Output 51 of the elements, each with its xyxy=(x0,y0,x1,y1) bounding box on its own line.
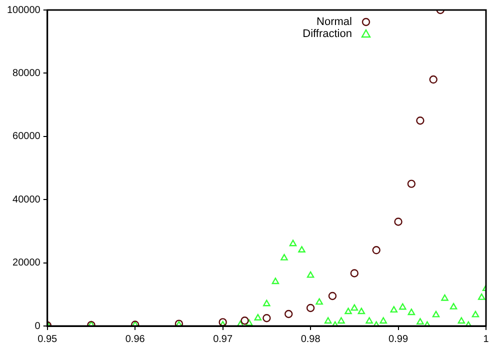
point xyxy=(262,314,271,322)
point xyxy=(441,294,448,301)
point xyxy=(284,310,293,318)
y-tick-label: 20000 xyxy=(12,258,41,269)
y-tick-label: 0 xyxy=(34,320,41,332)
legend-label: Normal xyxy=(316,16,352,28)
x-tick-label: 0.98 xyxy=(300,334,321,345)
point xyxy=(263,300,270,306)
point xyxy=(432,310,440,318)
point xyxy=(344,308,352,314)
point xyxy=(306,271,314,278)
point xyxy=(478,293,486,300)
point xyxy=(246,319,253,326)
point xyxy=(408,308,416,316)
point xyxy=(358,308,366,314)
point xyxy=(372,246,380,254)
point xyxy=(429,75,438,84)
point xyxy=(458,317,466,324)
point xyxy=(306,304,315,312)
point xyxy=(472,310,480,318)
point xyxy=(328,292,337,300)
point xyxy=(407,180,416,188)
y-tick-label: 60000 xyxy=(12,131,41,142)
x-tick-label: 0.97 xyxy=(213,334,233,345)
point xyxy=(298,246,306,253)
x-tick-label: 0.96 xyxy=(125,334,146,345)
point xyxy=(394,218,402,226)
point xyxy=(366,317,373,324)
point xyxy=(280,254,288,260)
legend-label: Diffraction xyxy=(302,28,352,40)
point xyxy=(324,317,332,324)
point xyxy=(380,317,387,324)
point xyxy=(338,317,345,324)
point xyxy=(350,304,358,311)
point xyxy=(254,314,262,320)
point xyxy=(390,306,398,313)
x-tick-label: 0.95 xyxy=(38,334,58,345)
point xyxy=(416,318,424,325)
y-tick-label: 100000 xyxy=(6,4,41,16)
point xyxy=(450,302,458,310)
point xyxy=(289,240,297,246)
point xyxy=(316,298,323,305)
x-tick-label: 0.99 xyxy=(388,334,408,345)
point xyxy=(416,116,424,125)
y-tick-label: 40000 xyxy=(12,194,41,206)
point xyxy=(350,269,359,278)
point xyxy=(272,278,280,284)
x-tick-label: 1 xyxy=(483,334,490,345)
y-tick-label: 80000 xyxy=(12,68,41,79)
point xyxy=(399,303,406,310)
point xyxy=(240,316,249,325)
